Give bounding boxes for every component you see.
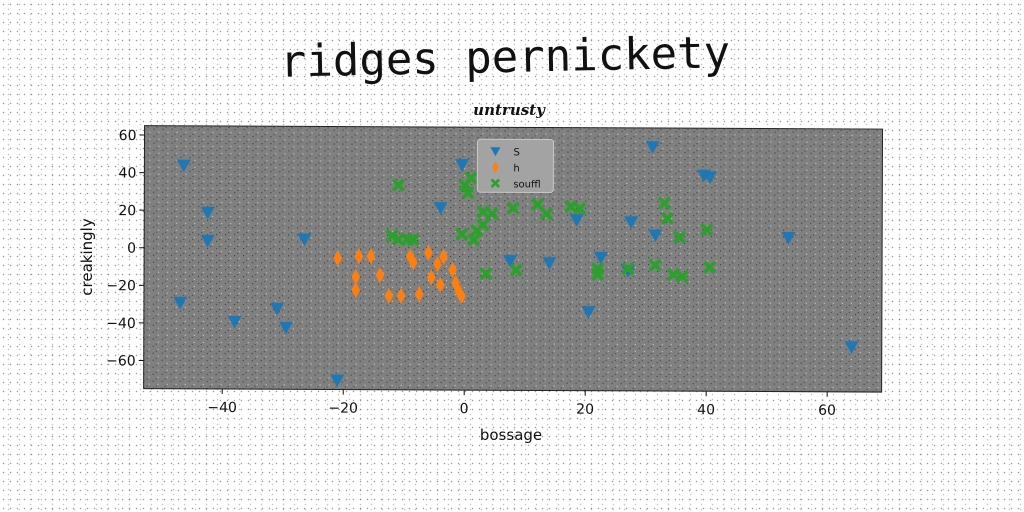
point-h — [405, 248, 415, 265]
point-S — [569, 214, 584, 227]
point-souffl — [564, 199, 578, 214]
point-souffl — [672, 230, 687, 244]
point-souffl — [464, 171, 478, 185]
point-h — [408, 254, 418, 271]
point-h — [351, 282, 361, 299]
point-h — [451, 274, 460, 292]
legend: Sh souffl — [476, 138, 554, 194]
x-tick-label: 0 — [460, 401, 469, 417]
x-tick-label: −40 — [207, 400, 237, 416]
y-tick-label: 40 — [119, 166, 137, 182]
point-h — [454, 282, 463, 299]
legend-marker-S — [490, 147, 501, 157]
point-S — [433, 202, 448, 215]
point-S — [581, 306, 596, 319]
point-S — [330, 374, 345, 388]
point-S — [173, 296, 188, 310]
point-souffl — [530, 197, 545, 212]
y-tick-label: 0 — [127, 241, 136, 257]
point-souffl — [476, 205, 490, 219]
point-S — [702, 171, 717, 185]
point-S — [279, 321, 294, 335]
x-tick-label: 40 — [697, 402, 715, 418]
point-h — [354, 248, 364, 265]
point-souffl — [573, 201, 587, 216]
chart-suptitle: ridges pernickety — [279, 27, 730, 87]
point-souffl — [702, 260, 717, 274]
point-h — [351, 268, 361, 285]
point-S — [200, 206, 215, 220]
point-h — [427, 269, 436, 286]
point-S — [593, 251, 608, 265]
point-S — [297, 233, 312, 247]
point-souffl — [467, 233, 481, 247]
point-h — [414, 286, 424, 303]
point-S — [542, 257, 557, 270]
y-axis-label: creakingly — [78, 218, 96, 296]
point-S — [227, 315, 242, 329]
y-tick-label: 60 — [119, 128, 137, 144]
legend-marker-souffl — [490, 178, 501, 189]
point-S — [844, 341, 859, 354]
x-axis-label: bossage — [480, 426, 542, 444]
point-souffl — [485, 207, 499, 221]
point-souffl — [461, 186, 475, 200]
point-souffl — [621, 262, 635, 276]
chart-title: untrusty — [473, 101, 546, 119]
y-tick-label: −60 — [106, 353, 136, 369]
point-souffl — [385, 229, 399, 243]
point-souffl — [666, 267, 680, 282]
point-h — [384, 287, 394, 304]
point-S — [781, 231, 796, 245]
point-S — [200, 234, 215, 248]
legend-marker-h — [492, 161, 499, 174]
point-souffl — [700, 223, 714, 237]
point-S — [503, 255, 518, 268]
point-S — [648, 229, 663, 243]
point-h — [436, 276, 445, 293]
y-tick-label: −20 — [106, 278, 136, 294]
legend-label-h: h — [513, 163, 519, 174]
point-souffl — [591, 267, 605, 281]
point-S — [455, 159, 470, 172]
x-tick-label: −20 — [328, 401, 358, 417]
legend-label-S: S — [513, 147, 519, 158]
point-souffl — [479, 267, 493, 281]
y-tick-label: 20 — [118, 203, 136, 219]
point-souffl — [539, 207, 554, 221]
point-souffl — [648, 258, 662, 272]
point-souffl — [476, 218, 490, 232]
point-souffl — [660, 211, 675, 225]
point-S — [176, 159, 191, 173]
point-h — [396, 287, 406, 304]
point-h — [375, 267, 385, 284]
point-h — [448, 261, 457, 278]
point-souffl — [509, 263, 523, 277]
point-S — [645, 141, 660, 154]
point-souffl — [391, 178, 406, 192]
x-tick-label: 20 — [576, 402, 594, 418]
point-souffl — [657, 196, 672, 210]
point-h — [366, 248, 376, 265]
x-tick-label: 60 — [818, 403, 836, 419]
point-h — [333, 250, 342, 267]
point-h — [439, 248, 448, 265]
point-souffl — [406, 232, 420, 247]
point-h — [457, 288, 466, 305]
point-S — [269, 302, 284, 316]
point-h — [433, 256, 442, 273]
y-tick-label: −40 — [106, 316, 136, 332]
legend-label-souffl: souffl — [513, 179, 540, 190]
data-points — [173, 141, 859, 388]
point-S — [624, 216, 639, 229]
point-souffl — [675, 269, 690, 284]
point-souffl — [506, 201, 520, 215]
point-h — [424, 244, 433, 261]
point-souffl — [455, 227, 469, 241]
axis-ticks: −40 −20 0 20 40 60 −60 −40 −20 0 20 40 60 — [106, 128, 836, 419]
